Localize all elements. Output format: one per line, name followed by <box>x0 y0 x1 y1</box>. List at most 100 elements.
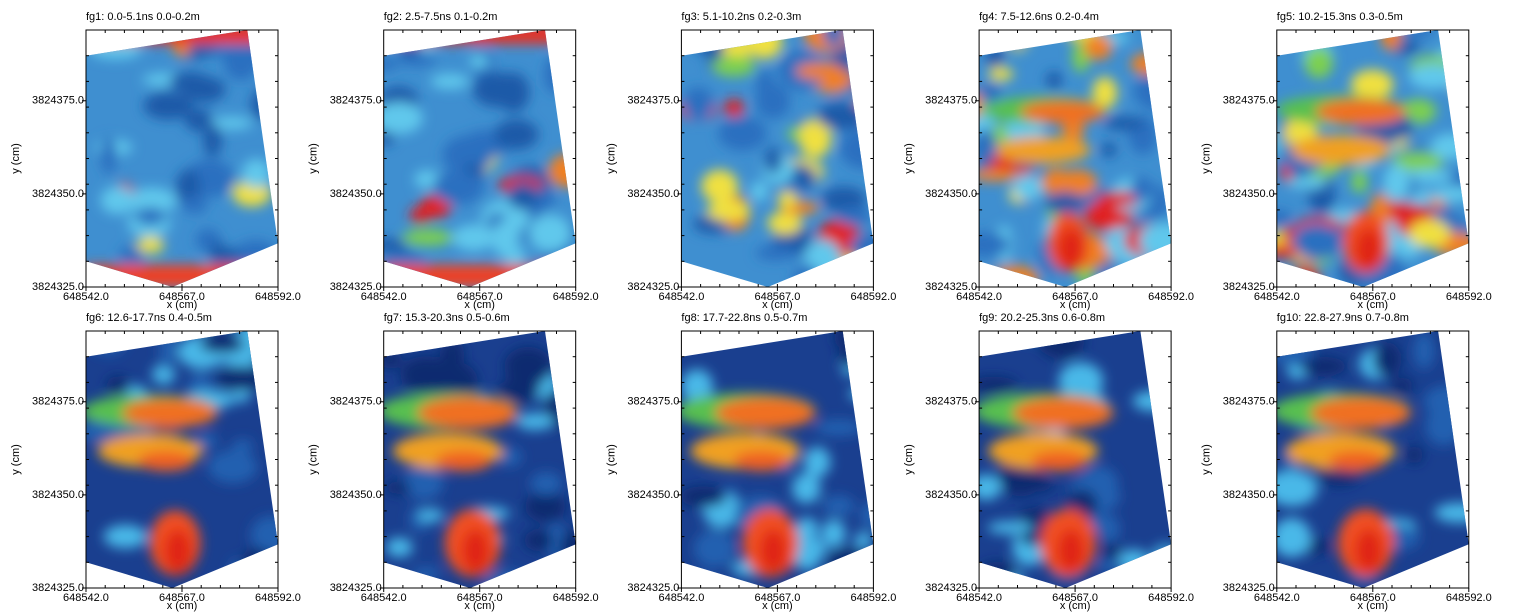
map-blob <box>795 62 844 80</box>
map-blob <box>168 72 212 93</box>
map-blob <box>823 30 844 48</box>
y-tick-label: 3824375.0 <box>1223 396 1275 408</box>
map-blob <box>765 146 782 175</box>
map-blob <box>231 51 278 66</box>
map-blob <box>979 168 1020 182</box>
y-tick-label: 3824350.0 <box>627 489 679 501</box>
map-blob <box>1392 152 1444 172</box>
x-tick-label: 648567.0 <box>159 592 205 604</box>
x-tick-label: 648567.0 <box>457 592 503 604</box>
x-axis-label: x (cm) <box>1060 600 1091 612</box>
map-blob <box>992 123 1011 144</box>
map-blob <box>418 36 437 52</box>
panel-title: fg10: 22.8-27.9ns 0.7-0.8m <box>1277 312 1409 324</box>
map-blob <box>1328 451 1385 471</box>
map-blob <box>816 102 869 131</box>
x-tick-label: 648592.0 <box>1148 592 1194 604</box>
map-blob <box>1013 174 1043 201</box>
map-blob <box>560 528 576 568</box>
x-tick-label: 648592.0 <box>553 592 599 604</box>
map-blob <box>792 473 821 504</box>
x-tick-label: 648592.0 <box>1446 592 1492 604</box>
y-tick-label: 3824350.0 <box>32 188 84 200</box>
map-blob <box>507 182 539 210</box>
map-blob <box>1351 170 1368 194</box>
y-tick-label: 3824325.0 <box>925 281 977 293</box>
y-tick-label: 3824350.0 <box>330 489 382 501</box>
x-tick-label: 648542.0 <box>956 592 1002 604</box>
map-image <box>979 331 1172 588</box>
map-blob <box>432 170 484 205</box>
map-blob <box>990 265 1039 287</box>
map-blob <box>815 419 863 436</box>
x-tick-label: 648542.0 <box>658 592 704 604</box>
x-tick-label: 648542.0 <box>658 291 704 303</box>
map-blob <box>200 335 245 353</box>
map-blob <box>1430 186 1469 203</box>
panel: 648542.0 648567.0 648592.0 3824325.0 3824350… <box>308 11 599 311</box>
map-blob <box>86 265 278 287</box>
map-blob <box>136 237 165 254</box>
map-blob <box>243 548 271 572</box>
x-tick-label: 648542.0 <box>956 291 1002 303</box>
map-blob <box>1373 342 1402 378</box>
map-blob <box>1276 517 1312 558</box>
map-blob <box>1130 176 1151 203</box>
map-blobs <box>1276 30 1469 287</box>
map-blob <box>216 366 268 391</box>
x-axis-label: x (cm) <box>464 299 495 311</box>
map-blob <box>184 108 213 132</box>
map-blob <box>436 362 478 402</box>
x-axis-label: x (cm) <box>1358 299 1389 311</box>
map-blob <box>231 439 254 453</box>
map-blob <box>203 123 222 158</box>
map-blob <box>733 451 790 471</box>
map-blob <box>530 471 563 496</box>
map-blob <box>1103 543 1122 559</box>
map-blob <box>138 451 194 471</box>
y-tick-label: 3824350.0 <box>1223 188 1275 200</box>
map-blob <box>528 214 572 252</box>
map-blob <box>181 195 208 214</box>
map-blob <box>524 491 566 522</box>
panel: 648542.0 648567.0 648592.0 3824325.0 3824350… <box>1201 11 1492 311</box>
x-tick-label: 648542.0 <box>1254 291 1300 303</box>
map-blob <box>1413 332 1435 370</box>
map-blob <box>995 136 1091 164</box>
panel: 648542.0 648567.0 648592.0 3824325.0 3824350… <box>1201 312 1492 612</box>
map-blob <box>1015 478 1055 492</box>
y-tick-label: 3824350.0 <box>627 188 679 200</box>
map-blob <box>979 561 1017 584</box>
y-tick-label: 3824375.0 <box>627 95 679 107</box>
panel: 648542.0 648567.0 648592.0 3824325.0 3824350… <box>605 11 896 311</box>
map-blob <box>1152 550 1172 586</box>
map-image <box>383 331 576 588</box>
map-blob <box>852 70 874 95</box>
x-tick-label: 648542.0 <box>63 592 109 604</box>
map-blob <box>1354 529 1383 573</box>
map-blob <box>250 516 278 555</box>
x-tick-label: 648542.0 <box>361 592 407 604</box>
map-blob <box>1097 266 1115 283</box>
map-blob <box>159 331 176 371</box>
map-blob <box>1031 451 1088 471</box>
map-blob <box>414 170 440 189</box>
map-blob <box>1290 135 1391 165</box>
map-blob <box>504 346 552 386</box>
map-blob <box>681 369 714 403</box>
map-blob <box>1408 64 1458 90</box>
map-blob <box>1434 502 1469 523</box>
map-blob <box>986 41 1004 70</box>
map-blob <box>497 447 522 467</box>
map-blob <box>1287 176 1327 190</box>
map-blob <box>492 220 517 258</box>
map-blob <box>1304 47 1334 79</box>
map-blob <box>1383 164 1410 202</box>
y-axis-label: y (cm) <box>1201 444 1213 475</box>
map-blob <box>1133 72 1172 111</box>
x-axis-label: x (cm) <box>167 299 198 311</box>
map-blob <box>1083 34 1113 60</box>
map-image <box>86 331 278 588</box>
x-axis-label: x (cm) <box>464 600 495 612</box>
y-tick-label: 3824375.0 <box>627 396 679 408</box>
